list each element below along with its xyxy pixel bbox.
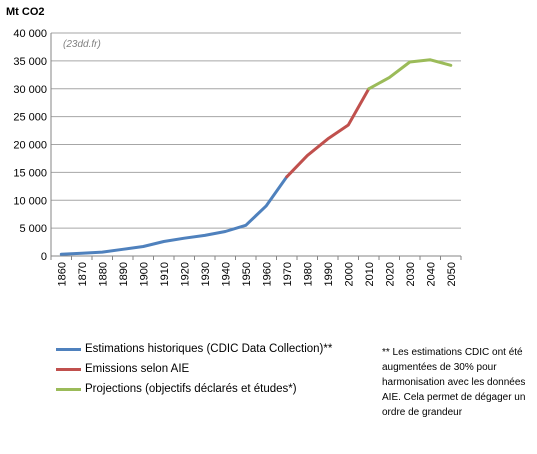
legend-label-aie: Emissions selon AIE (85, 363, 190, 375)
y-tick-label: 25 000 (13, 112, 47, 124)
series-line-0 (59, 175, 289, 256)
legend-item-aie: Emissions selon AIE (56, 359, 332, 379)
series-line-1 (285, 87, 371, 179)
x-axis: 1860 1870 1880 1890 1900 1910 1920 1930 1940 1950… (50, 256, 462, 286)
x-tick-label: 2050 (446, 262, 458, 286)
x-tick-label: 1930 (200, 262, 212, 286)
y-tick-label: 0 (41, 251, 47, 263)
y-tick-label: 15 000 (13, 167, 47, 179)
x-tick-label: 1910 (159, 262, 171, 286)
gridlines (51, 32, 461, 257)
x-tick-label: 1860 (56, 262, 68, 286)
y-tick-label: 5 000 (19, 223, 47, 235)
y-tick-label: 30 000 (13, 84, 47, 96)
series-lines (59, 58, 453, 256)
x-tick-label: 1870 (77, 262, 89, 286)
x-tick-label: 2010 (364, 262, 376, 286)
y-tick-label: 35 000 (13, 56, 47, 68)
x-tick-label: 1990 (323, 262, 335, 286)
y-tick-label: 10 000 (13, 195, 47, 207)
x-tick-label: 2000 (343, 262, 355, 286)
x-tick-label: 1970 (282, 262, 294, 286)
y-axis-unit-label: Mt CO2 (6, 6, 45, 18)
x-tick-label: 1900 (138, 262, 150, 286)
x-tick-label: 2030 (405, 262, 417, 286)
y-axis: 0 5 000 10 000 15 000 20 000 25 000 30 000 35 0… (13, 28, 52, 263)
x-tick-label: 1890 (118, 262, 130, 286)
legend: Estimations historiques (CDIC Data Colle… (56, 339, 332, 399)
legend-swatch-projections (56, 387, 81, 391)
legend-label-projections: Projections (objectifs déclarés et étude… (85, 383, 297, 395)
legend-swatch-historical (56, 347, 81, 351)
x-tick-label: 2020 (384, 262, 396, 286)
x-tick-label: 1940 (220, 262, 232, 286)
y-tick-label: 40 000 (13, 28, 47, 40)
source-watermark: (23dd.fr) (63, 39, 101, 50)
x-tick-label: 1960 (261, 262, 273, 286)
legend-swatch-aie (56, 367, 81, 371)
x-tick-label: 2040 (425, 262, 437, 286)
series-line-2 (367, 58, 453, 91)
footnote: ** Les estimations CDIC ont été augmenté… (382, 347, 526, 418)
x-tick-label: 1950 (241, 262, 253, 286)
x-tick-label: 1920 (179, 262, 191, 286)
x-tick-label: 1980 (302, 262, 314, 286)
legend-item-projections: Projections (objectifs déclarés et étude… (56, 379, 332, 399)
y-tick-label: 20 000 (13, 140, 47, 152)
legend-item-historical: Estimations historiques (CDIC Data Colle… (56, 339, 332, 359)
legend-label-historical: Estimations historiques (CDIC Data Colle… (85, 343, 333, 355)
x-tick-label: 1880 (97, 262, 109, 286)
